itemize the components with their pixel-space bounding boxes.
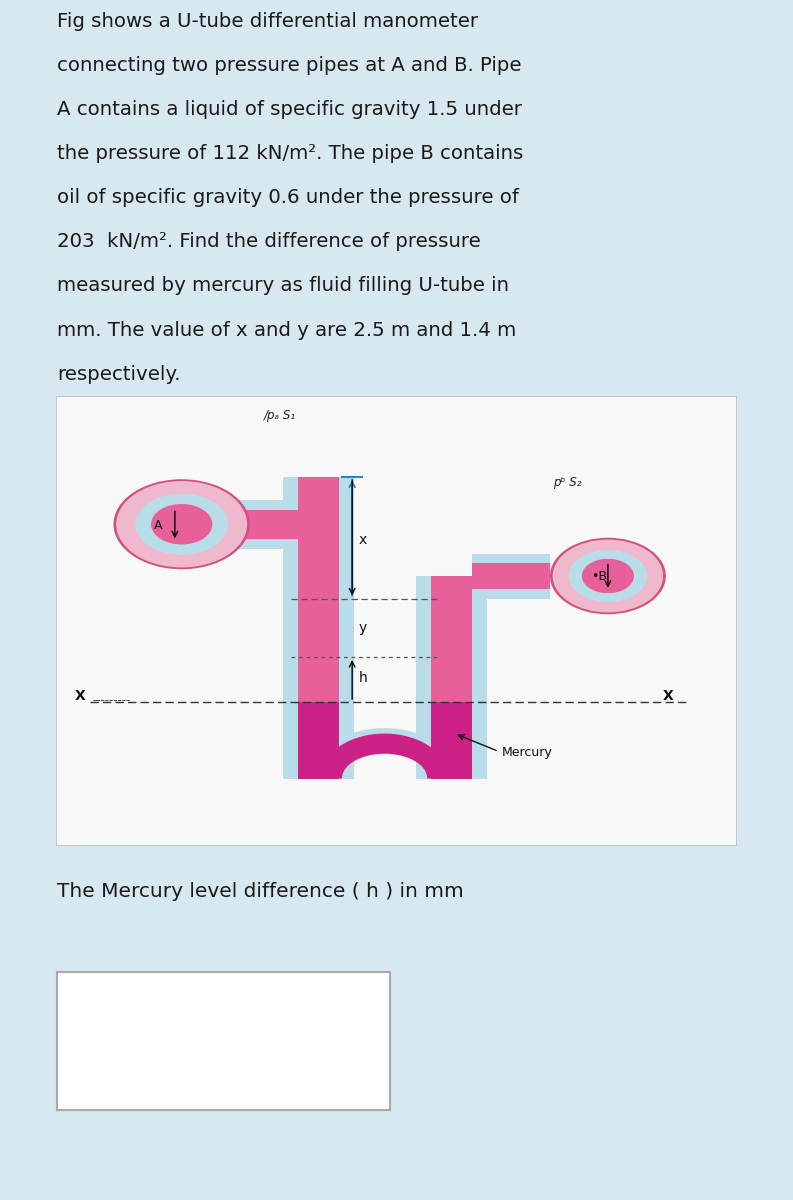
Bar [431, 576, 472, 779]
Circle shape [113, 479, 250, 569]
Text: the pressure of 112 kN/m². The pipe B contains: the pressure of 112 kN/m². The pipe B co… [57, 144, 523, 163]
Bar [416, 576, 431, 779]
Text: The Mercury level difference ( h ) in mm: The Mercury level difference ( h ) in mm [57, 882, 464, 900]
Circle shape [136, 493, 228, 554]
Circle shape [550, 538, 666, 614]
Text: y: y [359, 622, 367, 635]
Text: –––––––––: ––––––––– [93, 696, 132, 704]
Bar [431, 702, 472, 779]
Bar [472, 553, 550, 564]
Bar [472, 588, 550, 599]
Bar [339, 476, 354, 779]
Text: •B: •B [591, 570, 607, 582]
Bar [472, 564, 550, 589]
Text: h: h [359, 671, 368, 685]
Text: connecting two pressure pipes at A and B. Pipe: connecting two pressure pipes at A and B… [57, 55, 522, 74]
Text: X: X [75, 689, 86, 703]
Text: respectively.: respectively. [57, 365, 181, 384]
Bar [182, 539, 297, 548]
Text: A: A [155, 518, 163, 532]
Circle shape [117, 481, 247, 568]
Text: X: X [662, 689, 673, 703]
Text: pᵇ S₂: pᵇ S₂ [554, 476, 582, 490]
Text: oil of specific gravity 0.6 under the pressure of: oil of specific gravity 0.6 under the pr… [57, 188, 519, 208]
Bar [297, 702, 339, 779]
Circle shape [582, 559, 634, 593]
Text: Fig shows a U-tube differential manometer: Fig shows a U-tube differential manomete… [57, 12, 478, 30]
Polygon shape [312, 728, 458, 779]
Bar [282, 476, 297, 779]
Text: /pₐ S₁: /pₐ S₁ [263, 408, 296, 421]
Text: measured by mercury as fluid filling U-tube in: measured by mercury as fluid filling U-t… [57, 276, 509, 295]
FancyBboxPatch shape [44, 966, 404, 1116]
Text: mm. The value of x and y are 2.5 m and 1.4 m: mm. The value of x and y are 2.5 m and 1… [57, 320, 516, 340]
Text: Mercury: Mercury [502, 746, 553, 758]
Bar [182, 510, 297, 539]
Bar [297, 476, 339, 779]
FancyBboxPatch shape [56, 396, 737, 846]
Circle shape [569, 550, 647, 602]
Text: 203  kN/m². Find the difference of pressure: 203 kN/m². Find the difference of pressu… [57, 233, 481, 251]
Text: A contains a liquid of specific gravity 1.5 under: A contains a liquid of specific gravity … [57, 100, 522, 119]
Polygon shape [320, 733, 449, 779]
Bar [472, 576, 487, 779]
Circle shape [151, 504, 213, 545]
Circle shape [553, 540, 663, 612]
Text: x: x [359, 534, 367, 547]
Bar [182, 500, 297, 510]
